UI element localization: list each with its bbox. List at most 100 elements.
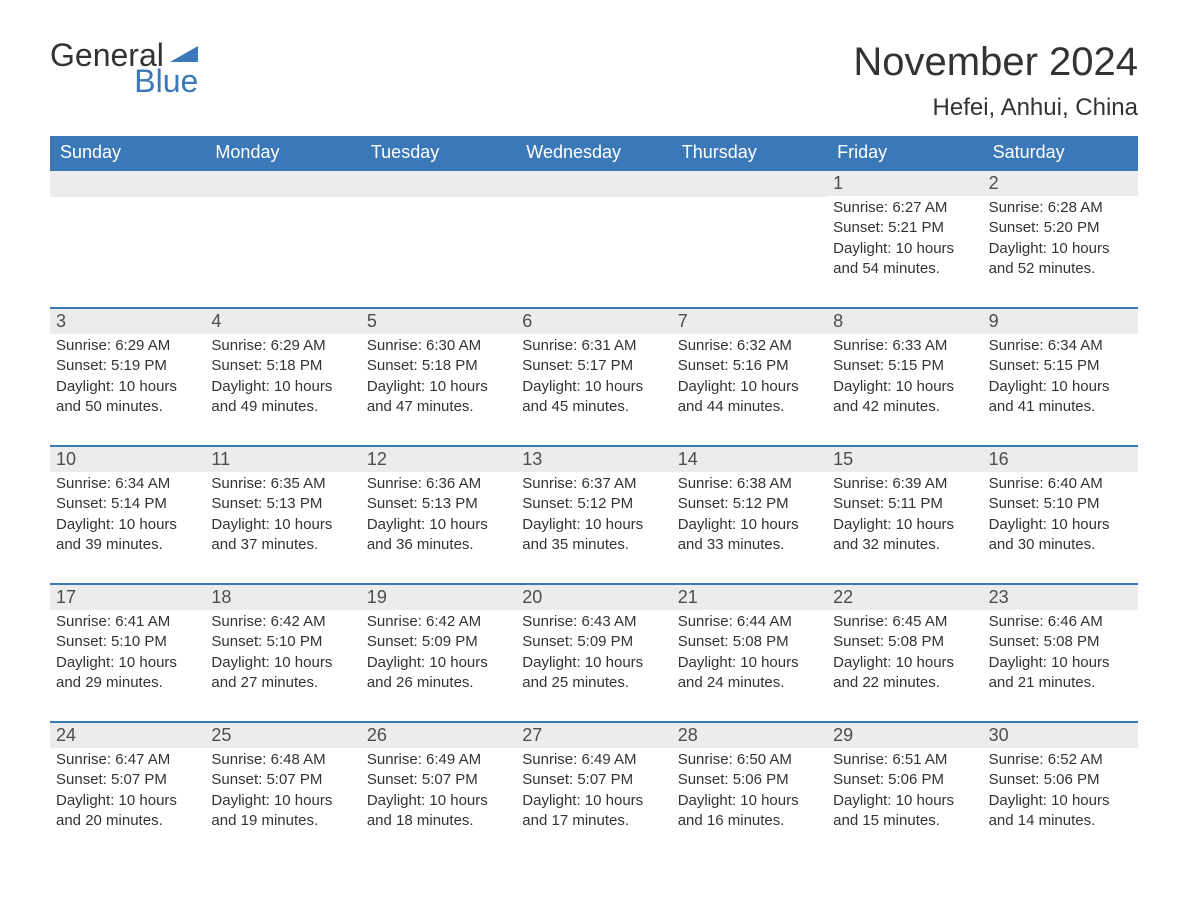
calendar-day-cell: 21Sunrise: 6:44 AMSunset: 5:08 PMDayligh…	[672, 583, 827, 721]
sunrise-line: Sunrise: 6:50 AM	[678, 750, 821, 770]
calendar-week: 3Sunrise: 6:29 AMSunset: 5:19 PMDaylight…	[50, 307, 1138, 445]
calendar-day-cell	[672, 171, 827, 307]
sunset-line: Sunset: 5:09 PM	[367, 632, 510, 652]
day-body: Sunrise: 6:33 AMSunset: 5:15 PMDaylight:…	[827, 336, 982, 417]
calendar-day-cell: 8Sunrise: 6:33 AMSunset: 5:15 PMDaylight…	[827, 307, 982, 445]
sunrise-line: Sunrise: 6:44 AM	[678, 612, 821, 632]
calendar-day-cell: 26Sunrise: 6:49 AMSunset: 5:07 PMDayligh…	[361, 721, 516, 859]
sunrise-line: Sunrise: 6:28 AM	[989, 198, 1132, 218]
day-body: Sunrise: 6:49 AMSunset: 5:07 PMDaylight:…	[516, 750, 671, 831]
day-number: 22	[827, 583, 982, 610]
calendar-day-cell: 15Sunrise: 6:39 AMSunset: 5:11 PMDayligh…	[827, 445, 982, 583]
calendar-day-cell: 24Sunrise: 6:47 AMSunset: 5:07 PMDayligh…	[50, 721, 205, 859]
day-number: 3	[50, 307, 205, 334]
sunrise-line: Sunrise: 6:42 AM	[367, 612, 510, 632]
day-body: Sunrise: 6:36 AMSunset: 5:13 PMDaylight:…	[361, 474, 516, 555]
daylight-line: Daylight: 10 hours and 15 minutes.	[833, 791, 976, 832]
sunset-line: Sunset: 5:07 PM	[211, 770, 354, 790]
day-number: 12	[361, 445, 516, 472]
calendar-day-cell	[361, 171, 516, 307]
sunset-line: Sunset: 5:18 PM	[367, 356, 510, 376]
day-body: Sunrise: 6:45 AMSunset: 5:08 PMDaylight:…	[827, 612, 982, 693]
sunrise-line: Sunrise: 6:41 AM	[56, 612, 199, 632]
sunrise-line: Sunrise: 6:39 AM	[833, 474, 976, 494]
sunrise-line: Sunrise: 6:42 AM	[211, 612, 354, 632]
day-number: 1	[827, 171, 982, 196]
month-title: November 2024	[853, 40, 1138, 84]
sunset-line: Sunset: 5:15 PM	[833, 356, 976, 376]
sunrise-line: Sunrise: 6:46 AM	[989, 612, 1132, 632]
day-number: 8	[827, 307, 982, 334]
sunrise-line: Sunrise: 6:45 AM	[833, 612, 976, 632]
calendar-day-cell: 10Sunrise: 6:34 AMSunset: 5:14 PMDayligh…	[50, 445, 205, 583]
day-of-week-header: Sunday Monday Tuesday Wednesday Thursday…	[50, 136, 1138, 171]
sunrise-line: Sunrise: 6:52 AM	[989, 750, 1132, 770]
daylight-line: Daylight: 10 hours and 54 minutes.	[833, 239, 976, 280]
day-body: Sunrise: 6:48 AMSunset: 5:07 PMDaylight:…	[205, 750, 360, 831]
day-body: Sunrise: 6:37 AMSunset: 5:12 PMDaylight:…	[516, 474, 671, 555]
sunset-line: Sunset: 5:06 PM	[678, 770, 821, 790]
daylight-line: Daylight: 10 hours and 32 minutes.	[833, 515, 976, 556]
day-body: Sunrise: 6:50 AMSunset: 5:06 PMDaylight:…	[672, 750, 827, 831]
day-number	[50, 171, 205, 197]
calendar-day-cell: 29Sunrise: 6:51 AMSunset: 5:06 PMDayligh…	[827, 721, 982, 859]
day-number: 5	[361, 307, 516, 334]
sunset-line: Sunset: 5:07 PM	[56, 770, 199, 790]
day-body: Sunrise: 6:29 AMSunset: 5:18 PMDaylight:…	[205, 336, 360, 417]
location-subtitle: Hefei, Anhui, China	[853, 94, 1138, 122]
daylight-line: Daylight: 10 hours and 39 minutes.	[56, 515, 199, 556]
sunset-line: Sunset: 5:17 PM	[522, 356, 665, 376]
day-number: 17	[50, 583, 205, 610]
day-body: Sunrise: 6:34 AMSunset: 5:14 PMDaylight:…	[50, 474, 205, 555]
day-number	[361, 171, 516, 197]
calendar-day-cell: 9Sunrise: 6:34 AMSunset: 5:15 PMDaylight…	[983, 307, 1138, 445]
daylight-line: Daylight: 10 hours and 19 minutes.	[211, 791, 354, 832]
sunrise-line: Sunrise: 6:51 AM	[833, 750, 976, 770]
daylight-line: Daylight: 10 hours and 22 minutes.	[833, 653, 976, 694]
day-number: 6	[516, 307, 671, 334]
day-body: Sunrise: 6:42 AMSunset: 5:09 PMDaylight:…	[361, 612, 516, 693]
sunset-line: Sunset: 5:19 PM	[56, 356, 199, 376]
dow-saturday: Saturday	[983, 136, 1138, 171]
sunset-line: Sunset: 5:09 PM	[522, 632, 665, 652]
day-body: Sunrise: 6:52 AMSunset: 5:06 PMDaylight:…	[983, 750, 1138, 831]
sunset-line: Sunset: 5:08 PM	[678, 632, 821, 652]
daylight-line: Daylight: 10 hours and 37 minutes.	[211, 515, 354, 556]
day-number: 10	[50, 445, 205, 472]
sunset-line: Sunset: 5:07 PM	[367, 770, 510, 790]
sunset-line: Sunset: 5:10 PM	[211, 632, 354, 652]
sunset-line: Sunset: 5:08 PM	[989, 632, 1132, 652]
sunrise-line: Sunrise: 6:29 AM	[56, 336, 199, 356]
day-body: Sunrise: 6:44 AMSunset: 5:08 PMDaylight:…	[672, 612, 827, 693]
daylight-line: Daylight: 10 hours and 27 minutes.	[211, 653, 354, 694]
day-number: 20	[516, 583, 671, 610]
dow-wednesday: Wednesday	[516, 136, 671, 171]
day-body: Sunrise: 6:42 AMSunset: 5:10 PMDaylight:…	[205, 612, 360, 693]
day-number: 19	[361, 583, 516, 610]
sunrise-line: Sunrise: 6:43 AM	[522, 612, 665, 632]
daylight-line: Daylight: 10 hours and 49 minutes.	[211, 377, 354, 418]
sunset-line: Sunset: 5:06 PM	[833, 770, 976, 790]
calendar-day-cell: 23Sunrise: 6:46 AMSunset: 5:08 PMDayligh…	[983, 583, 1138, 721]
calendar-day-cell: 6Sunrise: 6:31 AMSunset: 5:17 PMDaylight…	[516, 307, 671, 445]
sunrise-line: Sunrise: 6:37 AM	[522, 474, 665, 494]
day-body: Sunrise: 6:43 AMSunset: 5:09 PMDaylight:…	[516, 612, 671, 693]
calendar-day-cell	[50, 171, 205, 307]
weeks-container: 1Sunrise: 6:27 AMSunset: 5:21 PMDaylight…	[50, 171, 1138, 859]
dow-monday: Monday	[205, 136, 360, 171]
day-body: Sunrise: 6:31 AMSunset: 5:17 PMDaylight:…	[516, 336, 671, 417]
calendar-week: 10Sunrise: 6:34 AMSunset: 5:14 PMDayligh…	[50, 445, 1138, 583]
day-body: Sunrise: 6:41 AMSunset: 5:10 PMDaylight:…	[50, 612, 205, 693]
sunset-line: Sunset: 5:20 PM	[989, 218, 1132, 238]
calendar-day-cell: 20Sunrise: 6:43 AMSunset: 5:09 PMDayligh…	[516, 583, 671, 721]
calendar-day-cell: 19Sunrise: 6:42 AMSunset: 5:09 PMDayligh…	[361, 583, 516, 721]
daylight-line: Daylight: 10 hours and 33 minutes.	[678, 515, 821, 556]
daylight-line: Daylight: 10 hours and 17 minutes.	[522, 791, 665, 832]
calendar-day-cell: 12Sunrise: 6:36 AMSunset: 5:13 PMDayligh…	[361, 445, 516, 583]
calendar-day-cell: 11Sunrise: 6:35 AMSunset: 5:13 PMDayligh…	[205, 445, 360, 583]
sunrise-line: Sunrise: 6:40 AM	[989, 474, 1132, 494]
daylight-line: Daylight: 10 hours and 36 minutes.	[367, 515, 510, 556]
day-body: Sunrise: 6:34 AMSunset: 5:15 PMDaylight:…	[983, 336, 1138, 417]
day-number: 18	[205, 583, 360, 610]
day-body: Sunrise: 6:29 AMSunset: 5:19 PMDaylight:…	[50, 336, 205, 417]
